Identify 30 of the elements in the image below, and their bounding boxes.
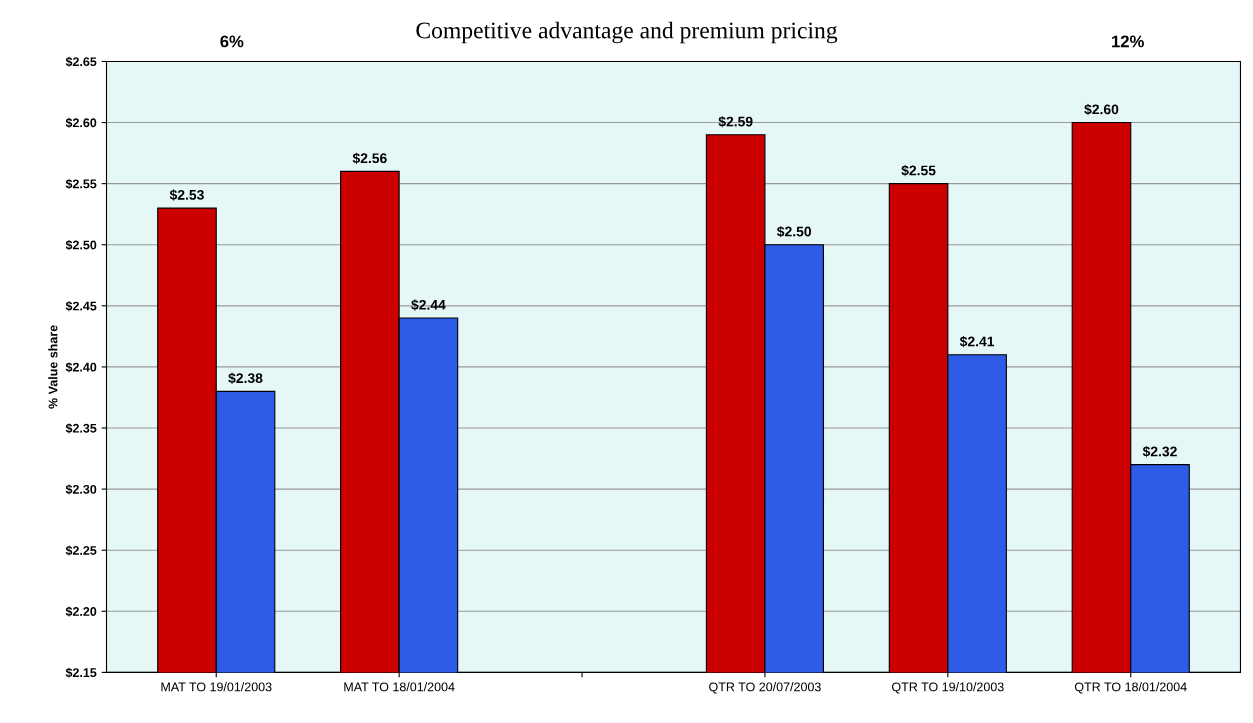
y-tick-label: $2.40 [65, 362, 97, 373]
x-tick-label: QTR TO 19/10/2003 [892, 682, 1004, 694]
data-label: $2.59 [718, 116, 753, 128]
y-tick-label: $2.65 [65, 56, 97, 67]
data-label: $2.60 [1084, 103, 1119, 116]
y-tick-label: $2.45 [65, 301, 97, 312]
y-tick-label: $2.60 [65, 117, 97, 129]
x-tick-label: MAT TO 18/01/2004 [344, 682, 455, 692]
data-label: $2.55 [901, 164, 936, 177]
data-label: $2.53 [169, 189, 204, 201]
y-tick-label: $2.25 [65, 545, 97, 556]
text: 12% [1112, 35, 1144, 48]
text: 6% [220, 35, 244, 48]
data-label: $2.38 [228, 372, 263, 384]
chart-title: Competitive advantage and premium pricing [416, 21, 838, 44]
y-tick-label: $2.15 [65, 667, 97, 678]
data-label: $2.32 [1142, 445, 1177, 458]
y-tick-label: $2.55 [65, 178, 97, 190]
y-tick-label: $2.35 [65, 423, 97, 434]
x-tick-label: QTR TO 20/07/2003 [709, 682, 821, 694]
x-tick-label: MAT TO 19/01/2003 [161, 682, 272, 692]
x-tick-label: QTR TO 18/01/2004 [1074, 682, 1187, 694]
y-tick-label: $2.30 [65, 484, 97, 495]
data-label: $2.41 [959, 335, 995, 348]
y-tick-label: $2.50 [65, 239, 97, 251]
data-label: $2.56 [352, 152, 387, 165]
y-tick-label: $2.20 [65, 606, 97, 617]
data-label: $2.44 [411, 299, 446, 311]
y-axis-title: % Value share [48, 325, 58, 409]
data-label: $2.50 [777, 225, 812, 238]
